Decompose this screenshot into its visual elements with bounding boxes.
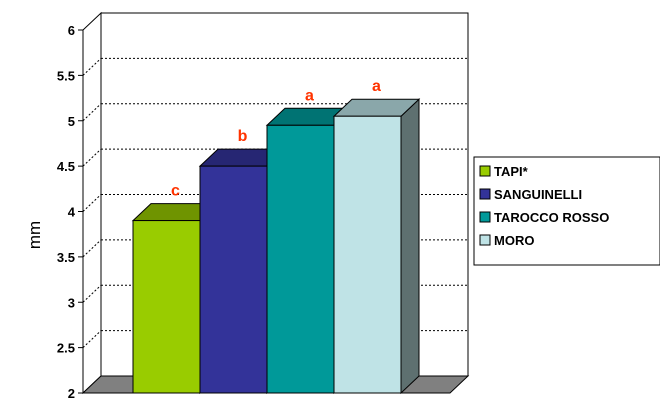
bar (332, 98, 421, 395)
gridline-side (82, 330, 102, 348)
bar-front (132, 220, 201, 394)
y-tick-label: 3 (68, 295, 75, 310)
legend-entry: SANGUINELLI (494, 187, 582, 202)
legend-swatch (479, 165, 491, 177)
y-tick-label: 4 (68, 205, 76, 220)
legend: TAPI* SANGUINELLI TAROCCO ROSSO MORO (479, 164, 609, 248)
gridline-side (82, 103, 102, 122)
bar-front (266, 124, 335, 394)
y-tick-label: 2 (68, 386, 75, 399)
gridline-side (82, 239, 102, 258)
data-labels: c b a a (171, 78, 381, 199)
data-label: b (238, 128, 248, 145)
legend-swatch (479, 211, 491, 223)
bar-side (400, 98, 420, 395)
y-tick-label: 5.5 (57, 68, 75, 83)
y-axis-label: mm (25, 221, 44, 249)
gridline-side (82, 58, 102, 76)
bar-front (199, 165, 268, 394)
legend-swatch (479, 188, 491, 200)
legend-entry: TAROCCO ROSSO (494, 210, 609, 225)
y-tick-label: 4.5 (57, 159, 75, 174)
legend-entry: MORO (494, 233, 534, 248)
bar-front (333, 115, 402, 394)
y-tick-label: 2.5 (57, 341, 75, 356)
data-label: a (372, 78, 381, 95)
data-label: c (171, 183, 180, 200)
legend-box (473, 156, 660, 266)
bars (131, 98, 421, 395)
y-tick-label: 6 (68, 23, 75, 38)
gridline-side (82, 284, 102, 303)
gridline-side (82, 148, 102, 167)
gridline-side (82, 194, 102, 212)
legend-entry: TAPI* (494, 164, 529, 179)
data-label: a (305, 87, 314, 104)
y-tick-label: 5 (68, 114, 75, 129)
y-axis-ticks: 2 2.5 3 3.5 4 4.5 5 5.5 6 (57, 23, 83, 399)
y-tick-label: 3.5 (57, 250, 75, 265)
legend-swatch (479, 234, 491, 246)
